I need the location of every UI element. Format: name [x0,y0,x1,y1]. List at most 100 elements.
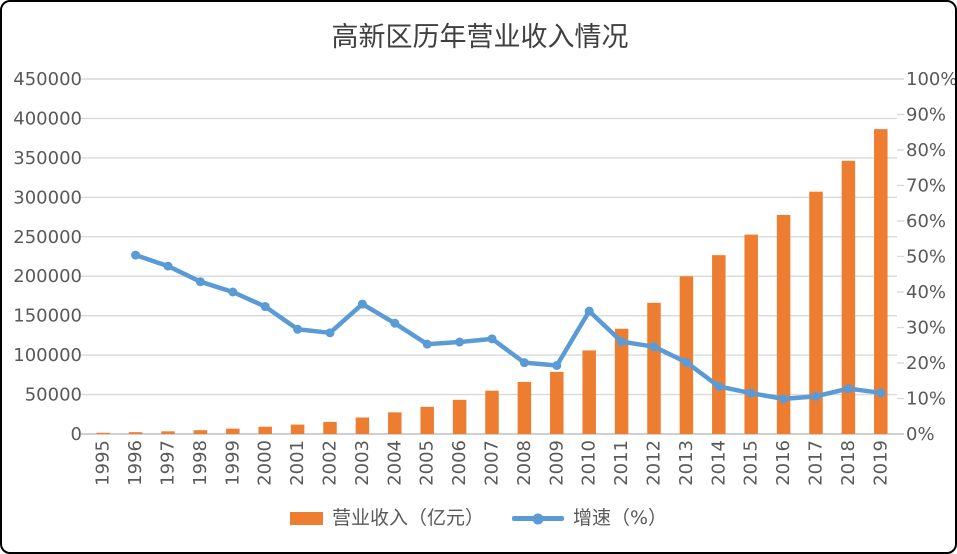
growth-point-2004 [390,318,400,328]
x-axis-tick-label: 2002 [320,440,341,486]
growth-point-2018 [843,384,853,394]
growth-point-2006 [455,337,465,347]
bar-2016 [776,214,791,434]
x-axis-tick-label: 1996 [125,440,146,486]
bar-2017 [809,191,823,434]
legend-item-revenue[interactable]: 营业收入（亿元） [289,507,484,529]
left-axis-tick-label: 300000 [13,187,82,208]
x-axis-tick-label: 2016 [773,440,794,486]
x-axis-tick-label: 2006 [449,440,470,486]
bar-1998 [193,430,208,434]
bar-2004 [388,412,402,434]
growth-point-2019 [876,388,886,398]
axis-labels: 450000 400000 350000 300000 250000 200000 1500… [13,69,955,486]
bar-2006 [452,399,467,434]
bar-2013 [679,276,694,434]
left-axis-tick-label: 150000 [13,306,82,327]
left-axis-tick-label: 450000 [13,69,82,90]
right-axis-tick-label: 50% [906,247,946,268]
x-axis-tick-label: 2015 [741,440,762,486]
bar-1996 [128,432,143,434]
x-axis-tick-label: 2009 [546,440,567,486]
legend-item-growth[interactable]: 增速（%） [511,507,668,529]
bar-2007 [485,390,499,434]
bar-2011 [614,328,629,434]
revenue-legend-label: 营业收入（亿元） [331,507,484,529]
right-axis-tick-label: 70% [906,176,946,197]
left-axis-tick-label: 350000 [13,148,82,169]
bar-2008 [517,381,532,434]
x-axis-tick-label: 2005 [417,440,438,486]
x-axis-tick-label: 1997 [158,440,179,486]
bar-2000 [258,426,272,434]
growth-line [133,252,884,402]
x-axis-tick-label: 2010 [579,440,600,486]
growth-line-series [131,250,886,404]
growth-marker-dot-icon [532,513,544,524]
growth-point-2000 [260,302,270,312]
x-axis-tick-label: 2013 [676,440,697,486]
x-axis-tick-label: 2019 [870,440,891,486]
growth-point-2011 [617,337,627,347]
bar-2018 [841,160,856,435]
right-axis-tick-label: 30% [906,318,946,339]
x-axis-tick-label: 2011 [611,440,632,486]
x-axis-tick-label: 2018 [838,440,859,486]
chart-legend: 营业收入（亿元） 增速（%） [2,509,955,528]
chart-title: 高新区历年营业收入情况 [332,22,629,52]
growth-point-1998 [195,277,205,287]
growth-point-1999 [228,287,238,297]
bar-2005 [420,406,434,434]
growth-point-2015 [746,388,756,398]
bar-2010 [582,350,596,434]
x-axis-tick-label: 2007 [482,440,503,486]
growth-point-2009 [552,360,562,370]
left-axis-tick-label: 100000 [13,345,82,366]
left-axis-tick-label: 200000 [13,266,82,287]
x-axis-tick-label: 1995 [93,440,114,486]
x-axis-tick-label: 2012 [644,440,665,486]
growth-point-2012 [649,342,659,352]
bar-2014 [712,255,726,434]
growth-point-1996 [131,250,141,260]
growth-point-2014 [714,381,724,391]
x-axis-tick-label: 2003 [352,440,373,486]
x-axis-tick-label: 2001 [287,440,308,486]
revenue-bars-series [96,129,888,435]
left-axis-tick-label: 50000 [25,385,82,406]
left-axis-tick-label: 0 [71,424,82,445]
bar-1995 [96,432,110,434]
bar-2015 [744,234,758,434]
x-axis-tick-label: 2008 [514,440,535,486]
bar-2019 [874,129,888,434]
growth-point-2007 [487,334,497,344]
growth-point-2008 [519,358,529,368]
right-axis-tick-label: 20% [906,353,946,374]
bar-2001 [290,424,305,434]
x-axis-tick-label: 2004 [384,440,405,486]
x-axis-tick-label: 1998 [190,440,211,486]
growth-point-2010 [584,306,594,316]
left-axis-tick-label: 250000 [13,227,82,248]
growth-point-2013 [681,357,691,367]
revenue-bar-swatch [289,512,323,525]
growth-point-1997 [163,261,173,271]
growth-point-2003 [357,299,367,309]
bar-1999 [226,428,240,434]
x-axis-tick-label: 1999 [222,440,243,486]
growth-line-swatch [511,513,564,524]
right-axis-tick-label: 0% [906,424,935,445]
bar-1997 [161,431,175,434]
x-axis-tick-label: 2014 [708,440,729,486]
growth-legend-label: 增速（%） [572,507,668,529]
growth-point-2001 [293,324,303,334]
growth-point-2016 [779,394,789,404]
right-axis-tick-label: 90% [906,105,946,126]
bar-2002 [323,421,337,434]
right-axis-tick-label: 100% [906,69,955,90]
x-axis-tick-label: 2000 [255,440,276,486]
bar-2009 [550,371,564,434]
right-axis-tick-label: 40% [906,282,946,303]
